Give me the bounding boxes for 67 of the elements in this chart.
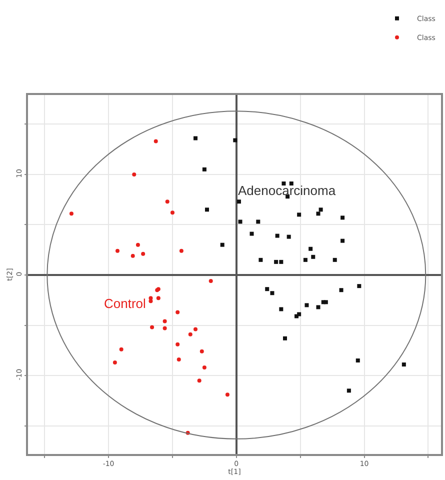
point	[250, 232, 254, 236]
point	[225, 392, 230, 397]
point	[136, 242, 140, 247]
point	[165, 200, 170, 204]
point	[297, 312, 302, 316]
point	[176, 357, 181, 362]
point	[194, 327, 198, 332]
point	[283, 336, 288, 340]
point	[270, 291, 274, 296]
point	[279, 260, 284, 264]
annotation: Adenocarcinoma	[238, 183, 336, 198]
point	[265, 287, 270, 292]
point	[162, 326, 167, 330]
point	[318, 208, 323, 212]
point	[119, 347, 124, 352]
point	[112, 360, 117, 364]
point	[340, 238, 345, 243]
annotation: Control	[104, 296, 146, 311]
point	[141, 252, 146, 256]
point	[233, 138, 238, 142]
point	[279, 307, 284, 312]
point	[176, 342, 180, 346]
point	[286, 234, 291, 239]
point	[324, 300, 328, 304]
point	[316, 212, 320, 216]
point	[346, 388, 351, 393]
point	[179, 248, 184, 253]
point	[132, 172, 136, 176]
point	[308, 246, 313, 251]
point	[340, 216, 345, 220]
point	[197, 378, 202, 383]
point	[188, 332, 192, 336]
point	[236, 200, 241, 204]
point	[202, 366, 206, 370]
point	[274, 260, 278, 264]
point	[205, 208, 210, 212]
point	[303, 258, 308, 262]
point	[275, 234, 280, 238]
point	[311, 254, 316, 259]
point	[148, 299, 153, 304]
point	[170, 210, 174, 215]
point	[332, 258, 337, 262]
point	[194, 136, 198, 140]
point	[238, 220, 242, 224]
point	[208, 279, 213, 284]
point	[130, 254, 135, 258]
point	[356, 358, 360, 362]
point	[150, 325, 154, 330]
point	[289, 181, 294, 186]
point	[220, 242, 224, 247]
point	[202, 167, 206, 172]
point	[156, 296, 160, 300]
point	[154, 139, 158, 144]
point	[304, 303, 309, 308]
point	[162, 319, 167, 324]
point	[200, 349, 204, 354]
point	[282, 181, 286, 186]
point	[116, 248, 120, 253]
point	[316, 305, 320, 310]
point	[402, 362, 406, 366]
point	[176, 310, 180, 314]
point	[297, 212, 302, 217]
point	[357, 284, 362, 288]
point	[258, 258, 263, 262]
point	[256, 220, 260, 224]
point	[339, 288, 344, 292]
point	[69, 212, 74, 216]
